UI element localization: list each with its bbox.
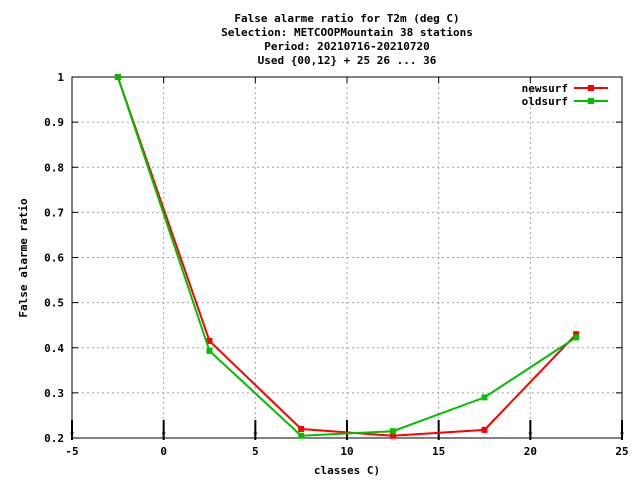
x-tick-label: -5 — [65, 445, 78, 458]
series-line-oldsurf — [116, 76, 577, 437]
y-tick-label: 1 — [57, 71, 64, 84]
y-tick-label: 0.3 — [44, 387, 64, 400]
data-point-oldsurf — [114, 74, 121, 80]
y-axis-label: False alarme ratio — [17, 198, 30, 318]
data-point-newsurf — [206, 337, 213, 344]
data-point-newsurf — [573, 331, 580, 338]
class-marker-head — [253, 432, 258, 436]
title-line: Used {00,12} + 25 26 ... 36 — [258, 54, 437, 67]
x-tick-label: 25 — [615, 445, 628, 458]
x-tick-label: 5 — [252, 445, 259, 458]
x-axis-label: classes C) — [314, 464, 380, 477]
class-marker-head — [161, 432, 166, 436]
y-tick-label: 0.5 — [44, 297, 64, 310]
title-line: False alarme ratio for T2m (deg C) — [234, 12, 459, 25]
y-tick-label: 0.6 — [44, 252, 64, 265]
data-point-oldsurf — [206, 347, 213, 354]
title-line: Period: 20210716-20210720 — [264, 40, 430, 53]
data-point-oldsurf — [573, 334, 580, 341]
legend-marker — [588, 98, 594, 104]
axis-ticks: -5 0 5 10 15 20 25 0.2 0.3 0.4 0.5 0.6 0.7 0.8 0.9 1 — [44, 71, 629, 458]
series-group — [114, 74, 580, 439]
data-point-oldsurf — [481, 394, 488, 401]
title-line: Selection: METCOOPMountain 38 stations — [221, 26, 473, 39]
data-point-newsurf — [481, 426, 488, 433]
data-point-oldsurf — [298, 432, 305, 439]
data-point-oldsurf — [389, 428, 396, 435]
y-tick-label: 0.2 — [44, 432, 64, 445]
class-marker-head — [528, 432, 533, 436]
y-tick-label: 0.8 — [44, 161, 64, 174]
data-point-newsurf — [389, 432, 396, 439]
x-tick-label: 15 — [432, 445, 445, 458]
chart-title: False alarme ratio for T2m (deg C)Select… — [221, 12, 473, 67]
legend-marker — [588, 85, 594, 91]
series-line-newsurf — [116, 76, 577, 437]
class-marker-head — [70, 432, 74, 436]
x-tick-label: 20 — [524, 445, 537, 458]
y-tick-label: 0.4 — [44, 342, 64, 355]
x-tick-label: 10 — [340, 445, 353, 458]
y-tick-label: 0.7 — [44, 206, 64, 219]
legend-label: oldsurf — [522, 95, 568, 108]
x-tick-label: 0 — [160, 445, 167, 458]
class-markers — [70, 419, 624, 440]
class-marker-head — [620, 432, 624, 436]
grid — [72, 77, 622, 438]
y-tick-label: 0.9 — [44, 116, 64, 129]
data-point-newsurf — [298, 425, 305, 432]
legend-label: newsurf — [522, 82, 568, 95]
